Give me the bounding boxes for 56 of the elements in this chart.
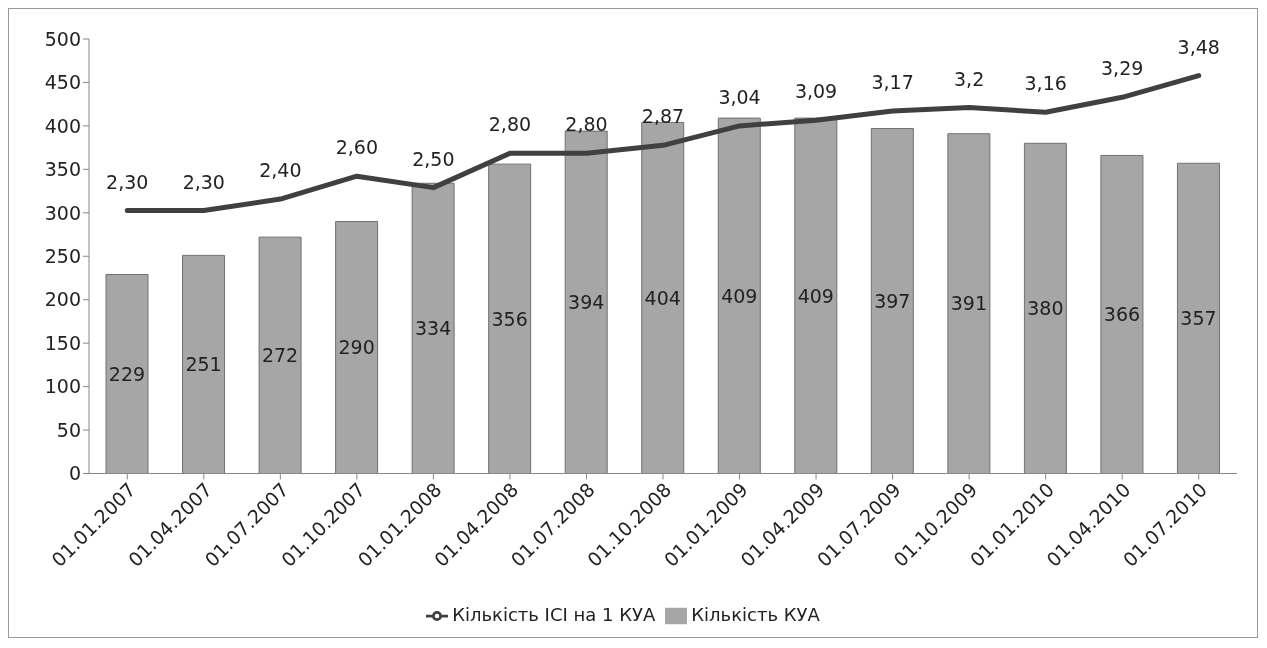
legend-label: Кількість КУА [691, 603, 820, 625]
data-label: 404 [644, 286, 681, 309]
data-label: 3,48 [1177, 35, 1220, 58]
bar [105, 274, 149, 474]
bar [411, 182, 455, 474]
y-tick-label: 200 [44, 288, 81, 311]
data-label: 272 [261, 344, 299, 367]
data-label: 3,04 [718, 85, 761, 108]
data-label: 3,29 [1101, 57, 1144, 80]
data-label: 2,40 [259, 159, 302, 182]
data-label: 391 [950, 292, 987, 315]
bar [182, 254, 226, 474]
data-label: 2,30 [106, 170, 149, 193]
data-label: 2,50 [412, 147, 455, 170]
data-label: 356 [491, 307, 528, 330]
data-label: 397 [874, 289, 911, 312]
data-label: 2,60 [335, 136, 379, 159]
data-label: 357 [1180, 307, 1217, 330]
data-label: 394 [568, 291, 605, 314]
legend-label: Кількість ІСІ на 1 КУА [452, 603, 656, 625]
bar [947, 133, 991, 474]
bar [335, 220, 379, 474]
data-label: 2,87 [641, 105, 685, 128]
y-tick-label: 100 [44, 375, 81, 398]
data-label: 334 [415, 317, 452, 340]
bar [1100, 154, 1144, 474]
y-tick-label: 300 [44, 201, 81, 224]
y-tick-label: 0 [68, 462, 81, 485]
bar [258, 236, 302, 474]
bar [870, 128, 914, 474]
y-tick-label: 450 [44, 71, 81, 94]
data-label: 3,17 [871, 71, 914, 94]
y-tick-label: 500 [44, 27, 81, 50]
bar [717, 117, 761, 474]
data-label: 3,09 [794, 80, 838, 103]
y-tick-label: 250 [44, 244, 81, 267]
data-label: 409 [721, 284, 758, 307]
data-label: 3,2 [954, 67, 985, 90]
data-label: 2,80 [565, 113, 608, 136]
data-label: 290 [338, 336, 375, 359]
bar [1023, 142, 1067, 474]
data-label: 2,80 [488, 113, 532, 136]
data-label: 380 [1027, 297, 1064, 320]
bar [1176, 162, 1220, 474]
y-tick-label: 150 [44, 331, 81, 354]
data-label: 409 [797, 284, 834, 307]
bar [794, 117, 838, 474]
bar [488, 163, 532, 474]
data-label: 366 [1103, 303, 1141, 326]
data-label: 229 [108, 362, 146, 385]
y-tick-label: 350 [44, 158, 81, 181]
data-label: 251 [185, 353, 222, 376]
y-tick-label: 400 [44, 114, 81, 137]
data-label: 3,16 [1024, 72, 1067, 95]
data-label: 2,30 [182, 170, 225, 193]
y-tick-label: 50 [56, 418, 81, 441]
